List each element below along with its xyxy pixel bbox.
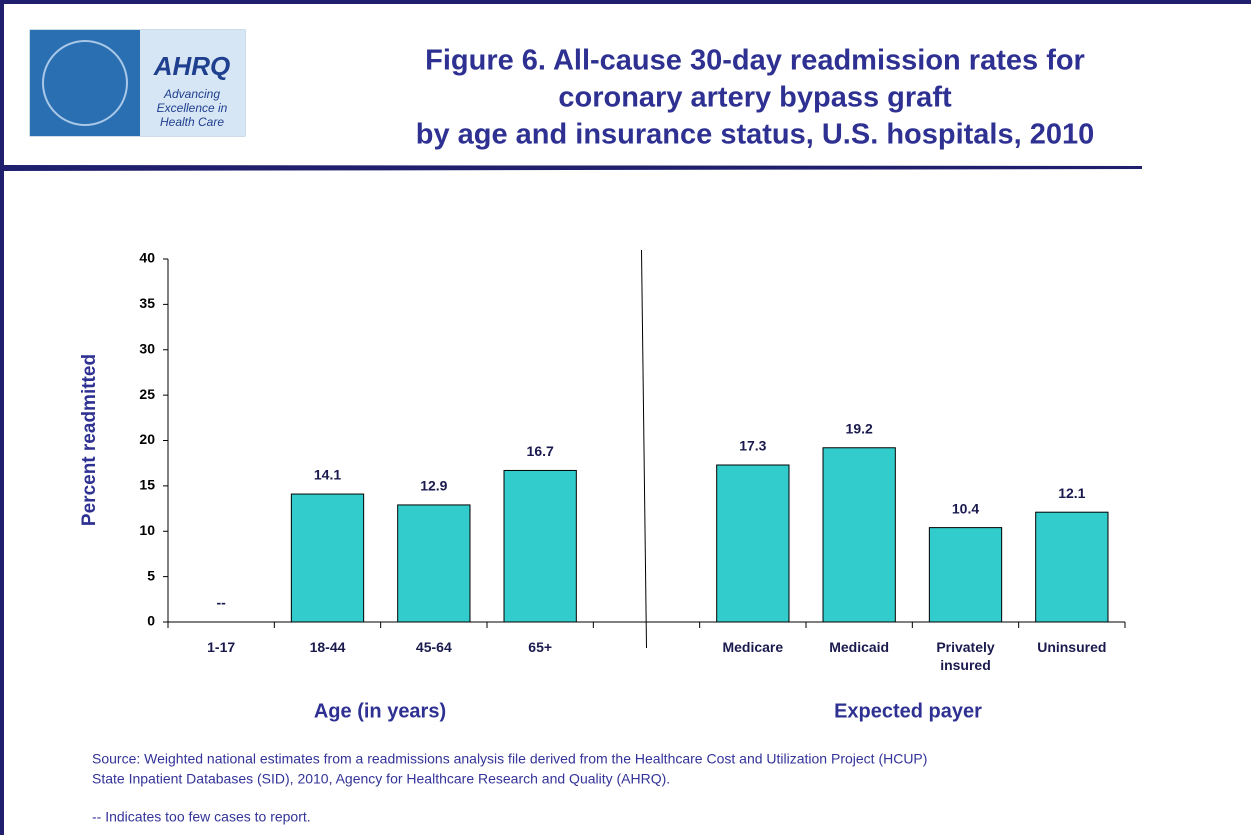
top-border — [0, 0, 1251, 4]
x-tick-label: 65+ — [528, 639, 553, 655]
bar — [290, 493, 365, 623]
bar — [928, 527, 1003, 623]
header-rule — [0, 165, 1142, 171]
chart-title: coronary artery bypass graft — [558, 82, 952, 114]
chart-title: by age and insurance status, U.S. hospit… — [416, 119, 1095, 151]
logo: AHRQ Advancing Excellence in Health Care — [29, 29, 246, 137]
data-label: 12.1 — [1058, 485, 1085, 501]
y-tick-label: 15 — [139, 477, 155, 493]
source-note: Source: Weighted national estimates from… — [92, 751, 927, 767]
group-label: Age (in years) — [314, 700, 446, 722]
footnote: -- Indicates too few cases to report. — [92, 809, 311, 825]
logo-panel — [140, 30, 245, 136]
y-tick-label: 0 — [147, 613, 155, 629]
bar — [397, 504, 471, 623]
y-tick-label: 30 — [139, 340, 155, 356]
logo-seal — [30, 30, 140, 136]
x-tick-label: Uninsured — [1037, 639, 1107, 655]
y-tick-label: 5 — [147, 567, 155, 583]
y-tick-label: 25 — [139, 386, 155, 402]
x-tick-label: Privately insured — [936, 639, 995, 673]
source-note: State Inpatient Databases (SID), 2010, A… — [92, 771, 670, 787]
y-tick-label: 35 — [139, 295, 155, 311]
logo-ring — [42, 40, 128, 126]
y-axis-label: Percent readmitted — [79, 354, 100, 526]
chart-title: Figure 6. All-cause 30-day readmission r… — [425, 45, 1085, 77]
data-label: 12.9 — [420, 478, 447, 494]
logo-tagline: Health Care — [160, 115, 224, 129]
x-tick-label: Medicare — [722, 639, 784, 655]
y-tick-label: 20 — [139, 431, 155, 447]
data-label: 17.3 — [739, 438, 766, 454]
y-tick-label: 40 — [139, 250, 155, 266]
bar — [822, 447, 896, 623]
x-tick-label: 18-44 — [309, 639, 346, 655]
data-label: 14.1 — [314, 467, 341, 483]
bar — [1035, 511, 1109, 623]
x-tick-label: 45-64 — [415, 639, 452, 655]
left-border — [0, 0, 4, 835]
x-tick-label: 1-17 — [207, 639, 236, 655]
group-divider — [641, 249, 647, 649]
logo-tagline: Advancing — [163, 87, 220, 101]
data-label: 10.4 — [952, 500, 979, 516]
data-label: 16.7 — [527, 443, 554, 459]
logo-name: AHRQ — [153, 51, 231, 81]
data-label: 19.2 — [846, 420, 873, 436]
logo-tagline: Excellence in — [157, 101, 228, 115]
y-tick-label: 10 — [139, 522, 155, 538]
x-tick-label: Medicaid — [829, 639, 890, 655]
data-label: -- — [217, 595, 227, 611]
bar — [503, 469, 577, 623]
group-label: Expected payer — [834, 700, 982, 722]
bar — [716, 464, 790, 623]
